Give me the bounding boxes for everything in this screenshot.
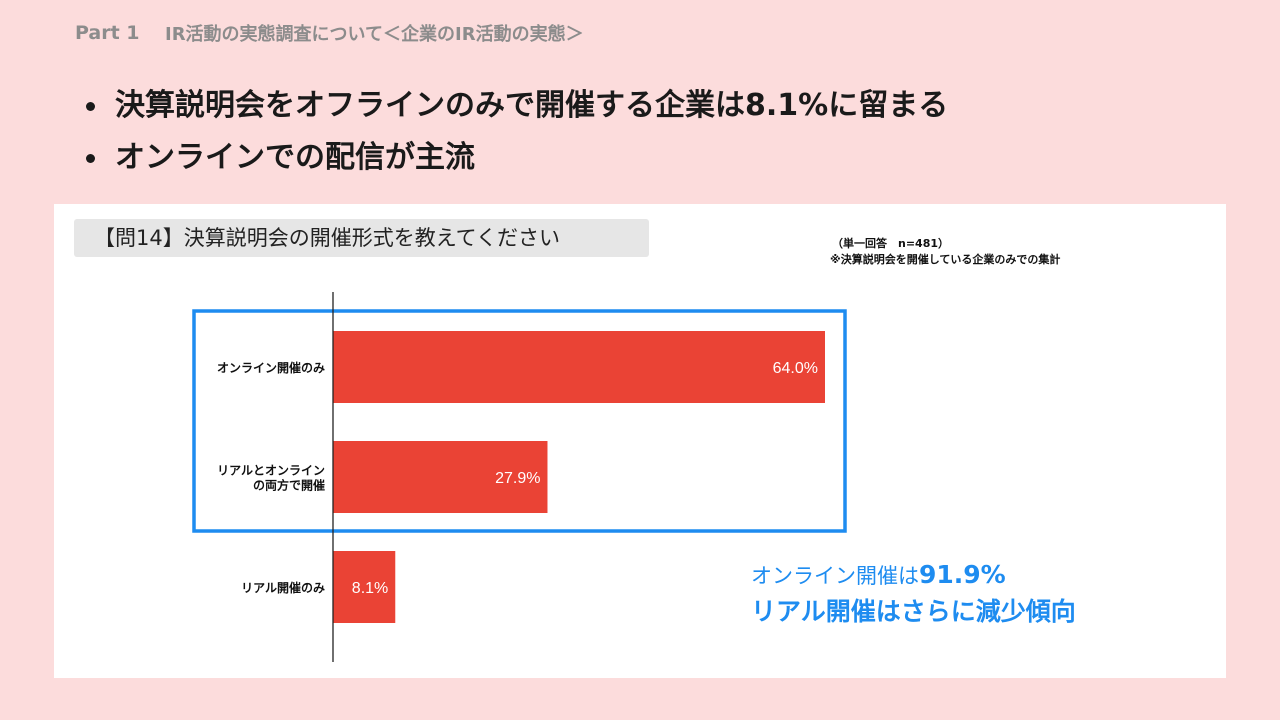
category-label: リアル開催のみ — [241, 580, 325, 595]
question-title: 【問14】決算説明会の開催形式を教えてください — [74, 219, 649, 257]
section-subtitle: IR活動の実態調査について＜企業のIR活動の実態＞ — [165, 24, 584, 45]
category-label: オンライン開催のみ — [217, 360, 325, 375]
key-point: 決算説明会をオフラインのみで開催する企業は8.1%に留まる — [82, 80, 948, 132]
bar — [333, 551, 396, 623]
bar — [333, 331, 825, 403]
category-label: の両方で開催 — [253, 478, 325, 493]
callout-line-2: リアル開催はさらに減少傾向 — [751, 597, 1076, 626]
chart-card: 【問14】決算説明会の開催形式を教えてください （単一回答 n=481） ※決算… — [54, 204, 1226, 678]
bar-value-label: 27.9% — [495, 470, 540, 487]
bullet-dot-icon — [86, 101, 95, 111]
slide-header: Part 1 IR活動の実態調査について＜企業のIR活動の実態＞ — [75, 20, 584, 46]
key-point: オンラインでの配信が主流 — [82, 132, 948, 184]
highlight-frame — [192, 309, 847, 533]
callout-value: 91.9% — [919, 560, 1006, 589]
key-point-text: オンラインでの配信が主流 — [115, 140, 475, 175]
bar-value-label: 8.1% — [352, 580, 388, 597]
bullet-dot-icon — [86, 153, 95, 163]
part-label: Part 1 — [75, 22, 140, 44]
survey-note: （単一回答 n=481） ※決算説明会を開催している企業のみでの集計 — [830, 236, 1060, 268]
callout-prefix: オンライン開催は — [751, 564, 919, 588]
callout-line-1: オンライン開催は91.9% — [751, 560, 1076, 590]
sample-size-note: （単一回答 n=481） — [832, 237, 950, 250]
bar — [333, 441, 548, 513]
bar-value-label: 64.0% — [773, 360, 818, 377]
key-point-text: 決算説明会をオフラインのみで開催する企業は8.1%に留まる — [115, 88, 949, 123]
aggregation-note: ※決算説明会を開催している企業のみでの集計 — [830, 253, 1061, 266]
category-label: リアルとオンライン — [217, 464, 325, 478]
key-points: 決算説明会をオフラインのみで開催する企業は8.1%に留まる オンラインでの配信が… — [82, 80, 948, 184]
callout: オンライン開催は91.9% リアル開催はさらに減少傾向 — [751, 560, 1076, 628]
